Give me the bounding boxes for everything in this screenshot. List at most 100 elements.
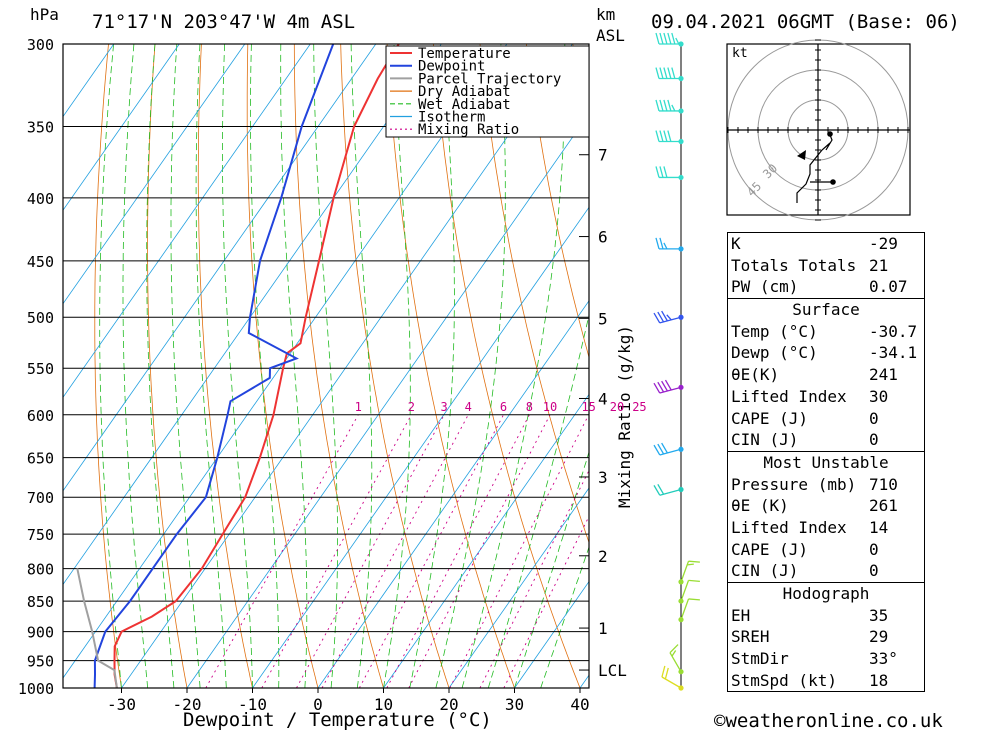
wind-barb-feather: [663, 166, 668, 178]
dry-adiabat-line: [147, 44, 188, 688]
legend-label: Parcel Trajectory: [418, 71, 561, 87]
hodograph-title: Hodograph: [782, 584, 870, 603]
pressure-tick-label: 800: [27, 561, 54, 579]
temperature-tick-label: -10: [238, 695, 267, 714]
wind-barb-feather: [667, 130, 672, 142]
height-tick-label: 7: [598, 146, 608, 165]
mu-cin-row: CIN (J) 0: [731, 560, 921, 582]
wind-barb-feather: [655, 130, 660, 142]
p-unit-label: hPa: [30, 5, 59, 24]
surface-dewp-row: Dewp (°C) -34.1: [731, 342, 921, 364]
wet-adiabat-line: [487, 312, 589, 688]
trace-dewpoint: [93, 44, 335, 688]
pressure-tick-label: 600: [27, 407, 54, 425]
dry-adiabat-line: [340, 44, 450, 688]
wind-barb-feather: [655, 99, 660, 112]
hodograph-section: Hodograph EH 35 SREH 29 StmDir 33° StmSpd (…: [727, 582, 925, 693]
wind-barb-feather: [653, 485, 661, 496]
surface-theta-row: θE(K) 241: [731, 364, 921, 386]
wind-barb-feather: [655, 32, 660, 45]
dry-adiabat-line: [386, 44, 515, 688]
wind-barb-staff: [680, 580, 690, 602]
wind-barb-feather: [655, 237, 660, 250]
wind-barb-feather: [653, 444, 661, 456]
temperature-tick-label: 0: [313, 695, 323, 714]
mixing-ratio-label: 1: [355, 400, 362, 414]
pressure-tick-label: 450: [27, 253, 54, 271]
wind-barb-feather: [661, 442, 668, 454]
wet-adiabat-line: [409, 44, 455, 688]
surface-theta-value: 241: [869, 365, 898, 385]
most-unstable-title: Most Unstable: [763, 452, 889, 472]
pressure-tick-label: 950: [27, 653, 54, 671]
dry-adiabat-line: [246, 44, 319, 688]
height-tick-label: LCL: [598, 661, 627, 680]
legend-label: Dry Adiabat: [418, 84, 511, 100]
wet-adiabat-line: [383, 44, 411, 688]
wind-level-dot: [678, 108, 684, 114]
pressure-gridlines: [63, 43, 589, 689]
mu-theta-value: 261: [869, 496, 898, 516]
isotherm-line: [63, 44, 377, 492]
most-unstable-section: Most Unstable Pressure (mb) 710 θE (K) 261…: [727, 450, 925, 583]
surface-temp-value: -30.7: [869, 321, 918, 341]
location-title: 71°17'N 203°47'W 4m ASL: [92, 11, 355, 33]
isotherm-line: [383, 393, 589, 688]
height-tick-labels: 7 6 5 4 3 2 1 LCL: [579, 146, 627, 680]
wet-adiabat-line: [170, 44, 201, 688]
dry-adiabat-line: [433, 44, 581, 688]
wind-level-dot: [678, 174, 684, 181]
pressure-tick-labels: 300 350 400 450 500 550 600 650 700 750 800 850 900 9…: [18, 36, 54, 698]
isotherm-line: [317, 300, 589, 688]
wind-barb-feather: [688, 598, 700, 601]
isotherm-line: [252, 206, 589, 688]
height-tick-label: 3: [598, 468, 608, 487]
mu-cape-row: CAPE (J) 0: [731, 539, 921, 561]
wind-barb-feather: [657, 311, 665, 323]
wind-barb-feather: [661, 665, 666, 678]
stmspd-row: StmSpd (kt) 18: [731, 670, 921, 692]
wind-level-dot: [678, 669, 684, 675]
pressure-tick-label: 700: [27, 489, 54, 507]
datetime-title: 09.04.2021 06GMT (Base: 06): [651, 11, 960, 33]
stmdir-value: 33°: [869, 649, 898, 669]
wind-level-dot: [678, 486, 684, 493]
wind-barb-feather: [663, 242, 668, 250]
hodograph-trace: [796, 134, 833, 203]
wind-barb-feather: [653, 312, 661, 324]
wind-barb-feather: [655, 166, 660, 178]
legend-label: Dewpoint: [418, 59, 485, 75]
pressure-tick-label: 900: [27, 624, 54, 642]
copyright-link[interactable]: ©weatheronline.co.uk: [714, 710, 943, 732]
mixing-ratio-line: [205, 414, 359, 688]
wind-barb-feather: [659, 99, 664, 112]
wind-barb-feather: [663, 32, 668, 45]
pressure-tick-label: 300: [27, 36, 54, 54]
wind-level-dot: [678, 579, 684, 585]
wind-barb-feather: [671, 104, 676, 112]
surface-cape-row: CAPE (J) 0: [731, 408, 921, 430]
wet-adiabat-line: [435, 44, 506, 688]
hodograph-unit-label: kt: [732, 46, 748, 61]
temperature-tick-labels: -30 -20 -10 0 10 20 30 40: [107, 688, 590, 714]
k-index-value: -29: [869, 234, 898, 253]
legend-label: Mixing Ratio: [418, 122, 519, 138]
mixing-ratio-line: [296, 414, 445, 688]
surface-section: Surface Temp (°C) -30.7 Dewp (°C) -34.1 θE…: [727, 298, 925, 452]
isotherm-line: [63, 44, 115, 118]
pressure-tick-label: 650: [27, 450, 54, 468]
pressure-tick-label: 850: [27, 593, 54, 611]
mu-theta-row: θE (K) 261: [731, 495, 921, 517]
height-tick-label: 2: [598, 547, 608, 566]
pressure-tick-label: 1000: [18, 680, 54, 698]
k-index-row: K -29: [731, 233, 921, 255]
totals-totals-value: 21: [869, 255, 889, 275]
mu-cape-value: 0: [869, 539, 879, 559]
mixing-ratio-label: 3: [441, 400, 448, 414]
isotherm-line: [63, 44, 246, 305]
mixing-ratio-label: 20: [610, 400, 624, 414]
wind-barb-feather: [663, 130, 668, 142]
wind-level-dot: [678, 75, 684, 82]
